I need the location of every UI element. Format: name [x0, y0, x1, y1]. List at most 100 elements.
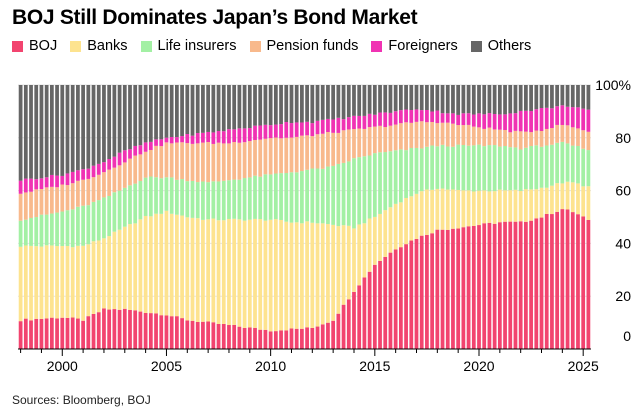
- bar-segment-life-insurers: [279, 173, 283, 220]
- bar-segment-banks: [581, 186, 586, 217]
- bar-segment-pension-funds: [570, 127, 575, 146]
- bar-segment-banks: [341, 225, 346, 305]
- bar-segment-life-insurers: [482, 146, 487, 191]
- bar-segment-others: [133, 85, 138, 146]
- bar-segment-pension-funds: [388, 125, 393, 152]
- bar-segment-life-insurers: [206, 182, 211, 220]
- bar-segment-boj: [409, 240, 414, 349]
- bar-segment-pension-funds: [81, 179, 85, 206]
- bar-segment-others: [102, 85, 106, 163]
- y-tick-label: 60: [615, 183, 631, 199]
- bar-segment-boj: [258, 329, 263, 349]
- bar-segment-others: [378, 85, 382, 113]
- bar-segment-life-insurers: [76, 206, 80, 246]
- bar-segment-life-insurers: [477, 144, 481, 191]
- bar-segment-foreigners: [86, 168, 91, 179]
- bar-segment-boj: [425, 234, 429, 349]
- bar-segment-pension-funds: [180, 142, 184, 180]
- bar-segment-pension-funds: [185, 143, 190, 182]
- bar-segment-boj: [534, 218, 539, 349]
- bar-segment-others: [581, 85, 586, 109]
- bar-segment-pension-funds: [122, 162, 127, 188]
- bar-segment-foreigners: [180, 136, 184, 143]
- bar-segment-banks: [445, 189, 450, 230]
- bar-segment-banks: [18, 246, 23, 322]
- bar-segment-others: [96, 85, 101, 164]
- x-tick-label: 2010: [255, 358, 286, 374]
- bar-segment-others: [456, 85, 461, 115]
- bar-segment-foreigners: [336, 117, 341, 133]
- bar-segment-others: [341, 85, 346, 120]
- bar-segment-boj: [461, 227, 466, 349]
- bar-segment-pension-funds: [55, 187, 59, 213]
- bar-segment-foreigners: [70, 171, 75, 184]
- bar-segment-others: [279, 85, 283, 125]
- bar-segment-foreigners: [383, 112, 388, 128]
- bar-segment-others: [414, 85, 419, 110]
- bar-segment-boj: [175, 316, 179, 349]
- bar-segment-banks: [586, 186, 591, 220]
- bar-segment-others: [175, 85, 179, 138]
- bar-segment-life-insurers: [404, 150, 408, 198]
- bar-segment-banks: [398, 202, 403, 248]
- bar-segment-others: [195, 85, 200, 134]
- bar-segment-life-insurers: [195, 182, 200, 219]
- bar-segment-boj: [232, 324, 237, 349]
- bar-segment-banks: [466, 190, 471, 227]
- x-tick-label: 2020: [463, 358, 494, 374]
- bar-segment-others: [513, 85, 518, 114]
- bar-segment-boj: [466, 226, 471, 349]
- bar-segment-foreigners: [96, 163, 101, 175]
- bar-segment-boj: [247, 327, 252, 349]
- bar-segment-pension-funds: [326, 131, 330, 167]
- bar-segment-foreigners: [65, 173, 70, 186]
- bar-segment-boj: [190, 320, 195, 349]
- bar-segment-banks: [565, 181, 570, 210]
- bar-segment-pension-funds: [206, 142, 211, 183]
- bar-segment-foreigners: [451, 113, 455, 124]
- bar-segment-banks: [237, 219, 242, 327]
- bar-segment-others: [39, 85, 44, 179]
- bar-segment-boj: [159, 315, 164, 349]
- bar-segment-others: [315, 85, 320, 121]
- bar-segment-banks: [273, 219, 278, 332]
- bar-segment-others: [487, 85, 492, 114]
- bar-segment-life-insurers: [471, 145, 476, 192]
- bar-segment-others: [44, 85, 49, 178]
- bar-segment-life-insurers: [49, 213, 54, 246]
- bar-segment-foreigners: [378, 112, 382, 126]
- bar-segment-pension-funds: [576, 128, 580, 146]
- chart-title: BOJ Still Dominates Japan’s Bond Market: [12, 6, 418, 29]
- bar-segment-boj: [487, 222, 492, 349]
- bar-segment-banks: [497, 189, 502, 223]
- bar-segment-boj: [300, 328, 304, 349]
- bar-segment-boj: [393, 249, 398, 349]
- bar-segment-pension-funds: [60, 184, 65, 212]
- bar-segment-life-insurers: [34, 217, 39, 247]
- bar-segment-banks: [60, 245, 65, 318]
- bar-segment-boj: [263, 329, 268, 349]
- bar-segment-pension-funds: [341, 130, 346, 163]
- axes: 0 20 40 60 80 100% 2000 2005 2010 2015 2020 2025: [18, 77, 631, 374]
- bar-segment-foreigners: [263, 124, 268, 139]
- bar-segment-pension-funds: [518, 131, 523, 150]
- bar-segment-pension-funds: [39, 189, 44, 215]
- bar-segment-pension-funds: [268, 138, 273, 175]
- bar-segment-others: [367, 85, 372, 114]
- bar-segment-others: [122, 85, 127, 151]
- bar-segment-banks: [117, 229, 122, 310]
- bar-segment-banks: [315, 223, 320, 327]
- bar-segment-life-insurers: [175, 179, 179, 215]
- bar-segment-others: [143, 85, 148, 143]
- y-tick-label: 100%: [595, 77, 631, 93]
- bar-segment-others: [388, 85, 393, 113]
- bar-segment-life-insurers: [414, 147, 419, 194]
- bar-segment-foreigners: [128, 149, 132, 159]
- bar-segment-others: [227, 85, 231, 130]
- bar-segment-life-insurers: [492, 145, 497, 192]
- bar-segment-banks: [29, 245, 33, 321]
- bar-segment-banks: [383, 210, 388, 257]
- bar-segment-boj: [555, 211, 560, 349]
- bar-segment-life-insurers: [451, 146, 455, 190]
- bar-segment-others: [76, 85, 80, 171]
